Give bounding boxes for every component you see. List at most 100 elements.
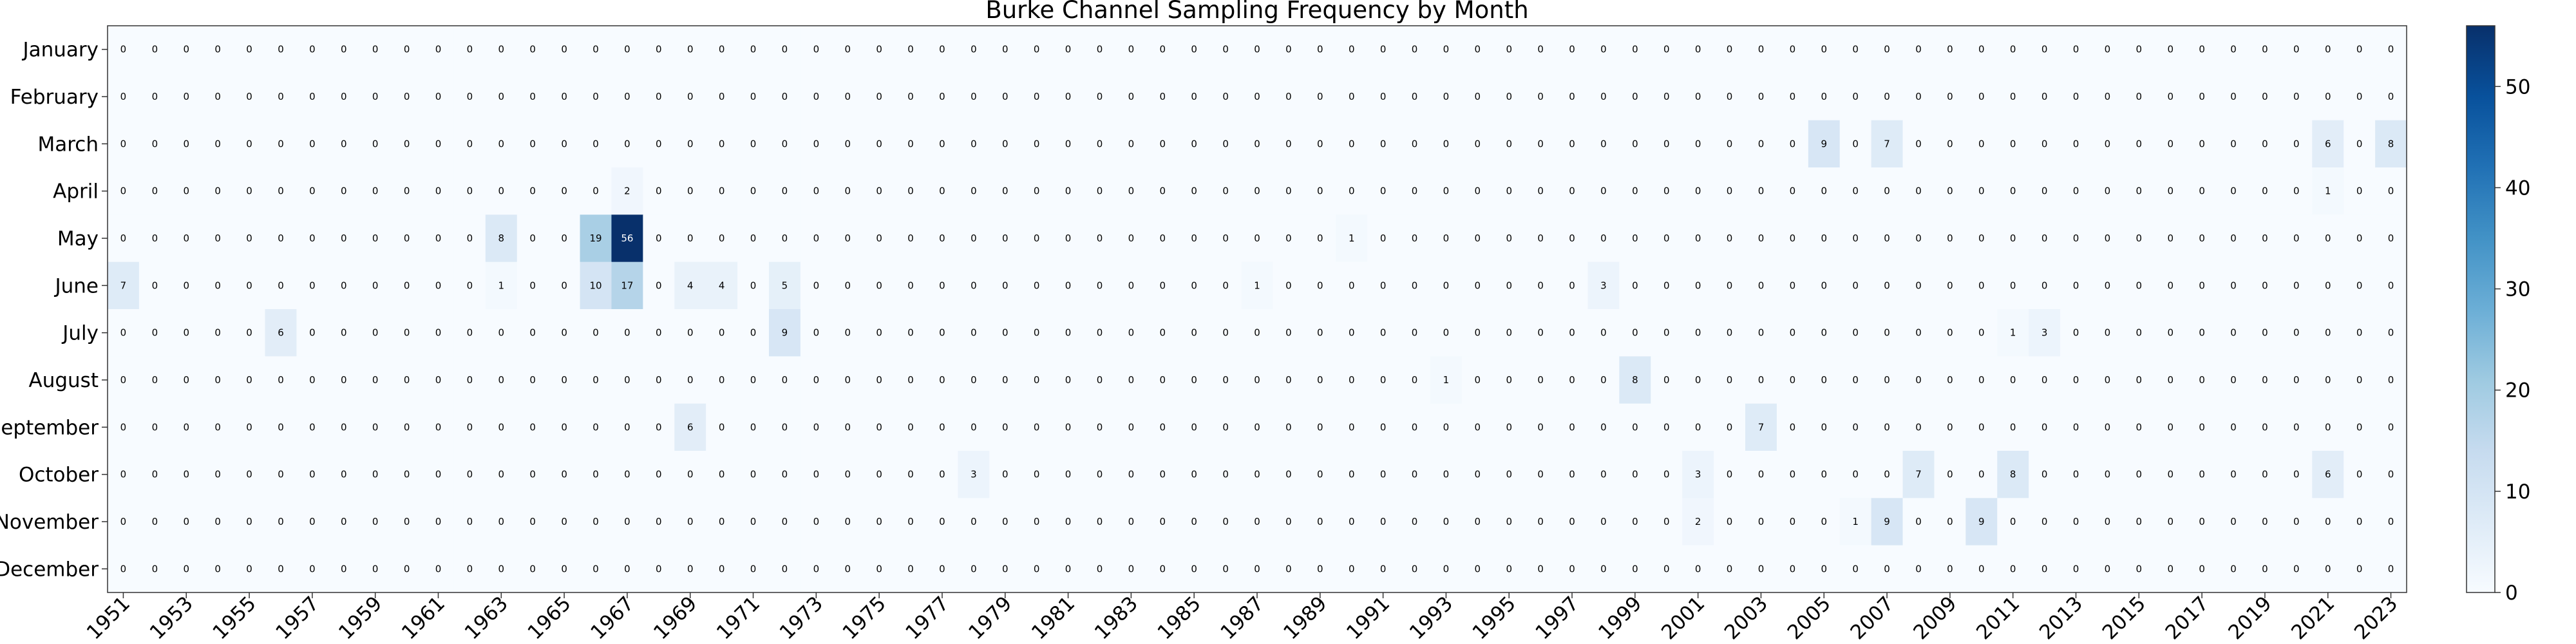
heatmap-cell-value: 0 <box>592 185 599 197</box>
heatmap-cell-value: 0 <box>309 279 316 291</box>
heatmap-cell-value: 0 <box>120 374 127 386</box>
heatmap-cell-value: 0 <box>1443 327 1450 339</box>
heatmap-cell-value: 0 <box>1978 279 1985 291</box>
heatmap-cell <box>2154 498 2187 546</box>
heatmap-cell <box>2060 545 2092 593</box>
heatmap-cell <box>202 356 234 404</box>
heatmap-cell-value: 0 <box>214 563 221 574</box>
heatmap-cell <box>674 403 706 451</box>
heatmap-cell <box>863 26 896 73</box>
heatmap-cell <box>1178 26 1211 73</box>
heatmap-cell <box>1493 73 1526 121</box>
heatmap-cell <box>1871 167 1904 215</box>
heatmap-cell <box>2154 120 2187 168</box>
heatmap-cell-value: 2 <box>1695 516 1701 527</box>
heatmap-cell <box>1052 261 1084 310</box>
heatmap-cell-value: 0 <box>2073 138 2079 149</box>
heatmap-cell-value: 0 <box>1191 185 1197 197</box>
heatmap-cell <box>1524 167 1557 215</box>
heatmap-cell-value: 0 <box>813 374 820 386</box>
heatmap-cell-value: 0 <box>1191 279 1197 291</box>
heatmap-cell-value: 0 <box>467 563 473 574</box>
heatmap-cell <box>2154 309 2187 357</box>
heatmap-cell <box>1997 120 2029 168</box>
heatmap-cell-value: 0 <box>183 374 189 386</box>
heatmap-cell-value: 0 <box>971 421 977 433</box>
heatmap-cell <box>2344 498 2376 546</box>
heatmap-cell <box>863 73 896 121</box>
heatmap-cell <box>1084 167 1116 215</box>
heatmap-cell-value: 0 <box>1537 44 1544 55</box>
heatmap-cell <box>1556 309 1589 357</box>
heatmap-cell <box>2375 309 2407 357</box>
heatmap-cell <box>485 309 518 357</box>
heatmap-cell-value: 0 <box>1285 185 1292 197</box>
heatmap-cell-value: 0 <box>592 374 599 386</box>
heatmap-cell <box>2249 73 2281 121</box>
heatmap-cell <box>643 214 675 263</box>
heatmap-cell <box>1839 403 1872 451</box>
heatmap-cell-value: 0 <box>719 563 725 574</box>
heatmap-cell-value: 0 <box>467 421 473 433</box>
heatmap-cell-value: 0 <box>782 469 788 480</box>
heatmap-cell-value: 0 <box>1317 516 1323 527</box>
heatmap-cell <box>138 214 171 263</box>
heatmap-cell <box>1021 214 1053 263</box>
x-tick-label: 2009 <box>1909 592 1961 644</box>
heatmap-cell <box>1587 545 1620 593</box>
heatmap-cell <box>1524 26 1557 73</box>
heatmap-cell <box>2091 545 2124 593</box>
heatmap-cell-value: 0 <box>907 232 914 244</box>
heatmap-cell-value: 0 <box>2262 421 2268 433</box>
heatmap-cell <box>1556 26 1589 73</box>
heatmap-cell <box>1461 167 1494 215</box>
heatmap-cell <box>170 309 203 357</box>
heatmap-cell <box>2186 214 2219 263</box>
heatmap-cell-value: 7 <box>1758 421 1765 433</box>
heatmap-cell-value: 0 <box>2293 185 2300 197</box>
heatmap-cell <box>1997 261 2029 310</box>
heatmap-cell-value: 0 <box>1191 91 1197 102</box>
heatmap-cell <box>1871 120 1904 168</box>
heatmap-cell-value: 0 <box>1632 327 1638 339</box>
heatmap-cell-labels: 0 0 0 0 0 0 0 0 0 0 0 0 0 0 0 0 0 0 0 0 0 0 0 0 0 0 0 0 0 0 0 0 0 0 0 0 0 0 0 0… <box>120 44 2394 575</box>
heatmap-cell-value: 0 <box>1537 232 1544 244</box>
heatmap-cell <box>611 214 643 263</box>
heatmap-cell-value: 0 <box>498 469 505 480</box>
heatmap-cell-value: 0 <box>2041 516 2048 527</box>
heatmap-cell-value: 0 <box>1191 327 1197 339</box>
heatmap-cell <box>895 403 927 451</box>
heatmap-cell-value: 0 <box>782 232 788 244</box>
heatmap-cell-value: 0 <box>624 563 630 574</box>
heatmap-cell-value: 0 <box>1852 138 1859 149</box>
heatmap-cell <box>548 120 581 168</box>
heatmap-cell <box>1934 451 1966 498</box>
heatmap-cell-value: 0 <box>1852 374 1859 386</box>
colorbar-tick-label: 30 <box>2505 278 2530 301</box>
heatmap-cell-value: 0 <box>2356 563 2363 574</box>
heatmap-cell-value: 0 <box>1663 469 1670 480</box>
heatmap-cell <box>108 403 140 451</box>
heatmap-cell-value: 0 <box>1443 185 1450 197</box>
heatmap-cell-value: 0 <box>1695 232 1701 244</box>
heatmap-cell-value: 0 <box>341 421 347 433</box>
heatmap-cell-value: 0 <box>624 91 630 102</box>
heatmap-cell <box>1336 545 1368 593</box>
heatmap-cell <box>674 167 706 215</box>
heatmap-cell-value: 0 <box>782 374 788 386</box>
heatmap-cell-value: 0 <box>1380 44 1387 55</box>
heatmap-cell-value: 0 <box>1600 232 1607 244</box>
heatmap-cell-value: 0 <box>309 44 316 55</box>
heatmap-cell <box>138 73 171 121</box>
heatmap-cell-value: 0 <box>309 327 316 339</box>
heatmap-cell-value: 0 <box>214 279 221 291</box>
heatmap-cell-value: 0 <box>561 421 567 433</box>
heatmap-cell <box>674 545 706 593</box>
heatmap-cell-value: 0 <box>341 185 347 197</box>
heatmap-cell <box>170 545 203 593</box>
heatmap-cell-value: 0 <box>2262 374 2268 386</box>
heatmap-cell <box>1084 120 1116 168</box>
heatmap-cell <box>989 167 1021 215</box>
heatmap-cell-value: 0 <box>1947 91 1953 102</box>
